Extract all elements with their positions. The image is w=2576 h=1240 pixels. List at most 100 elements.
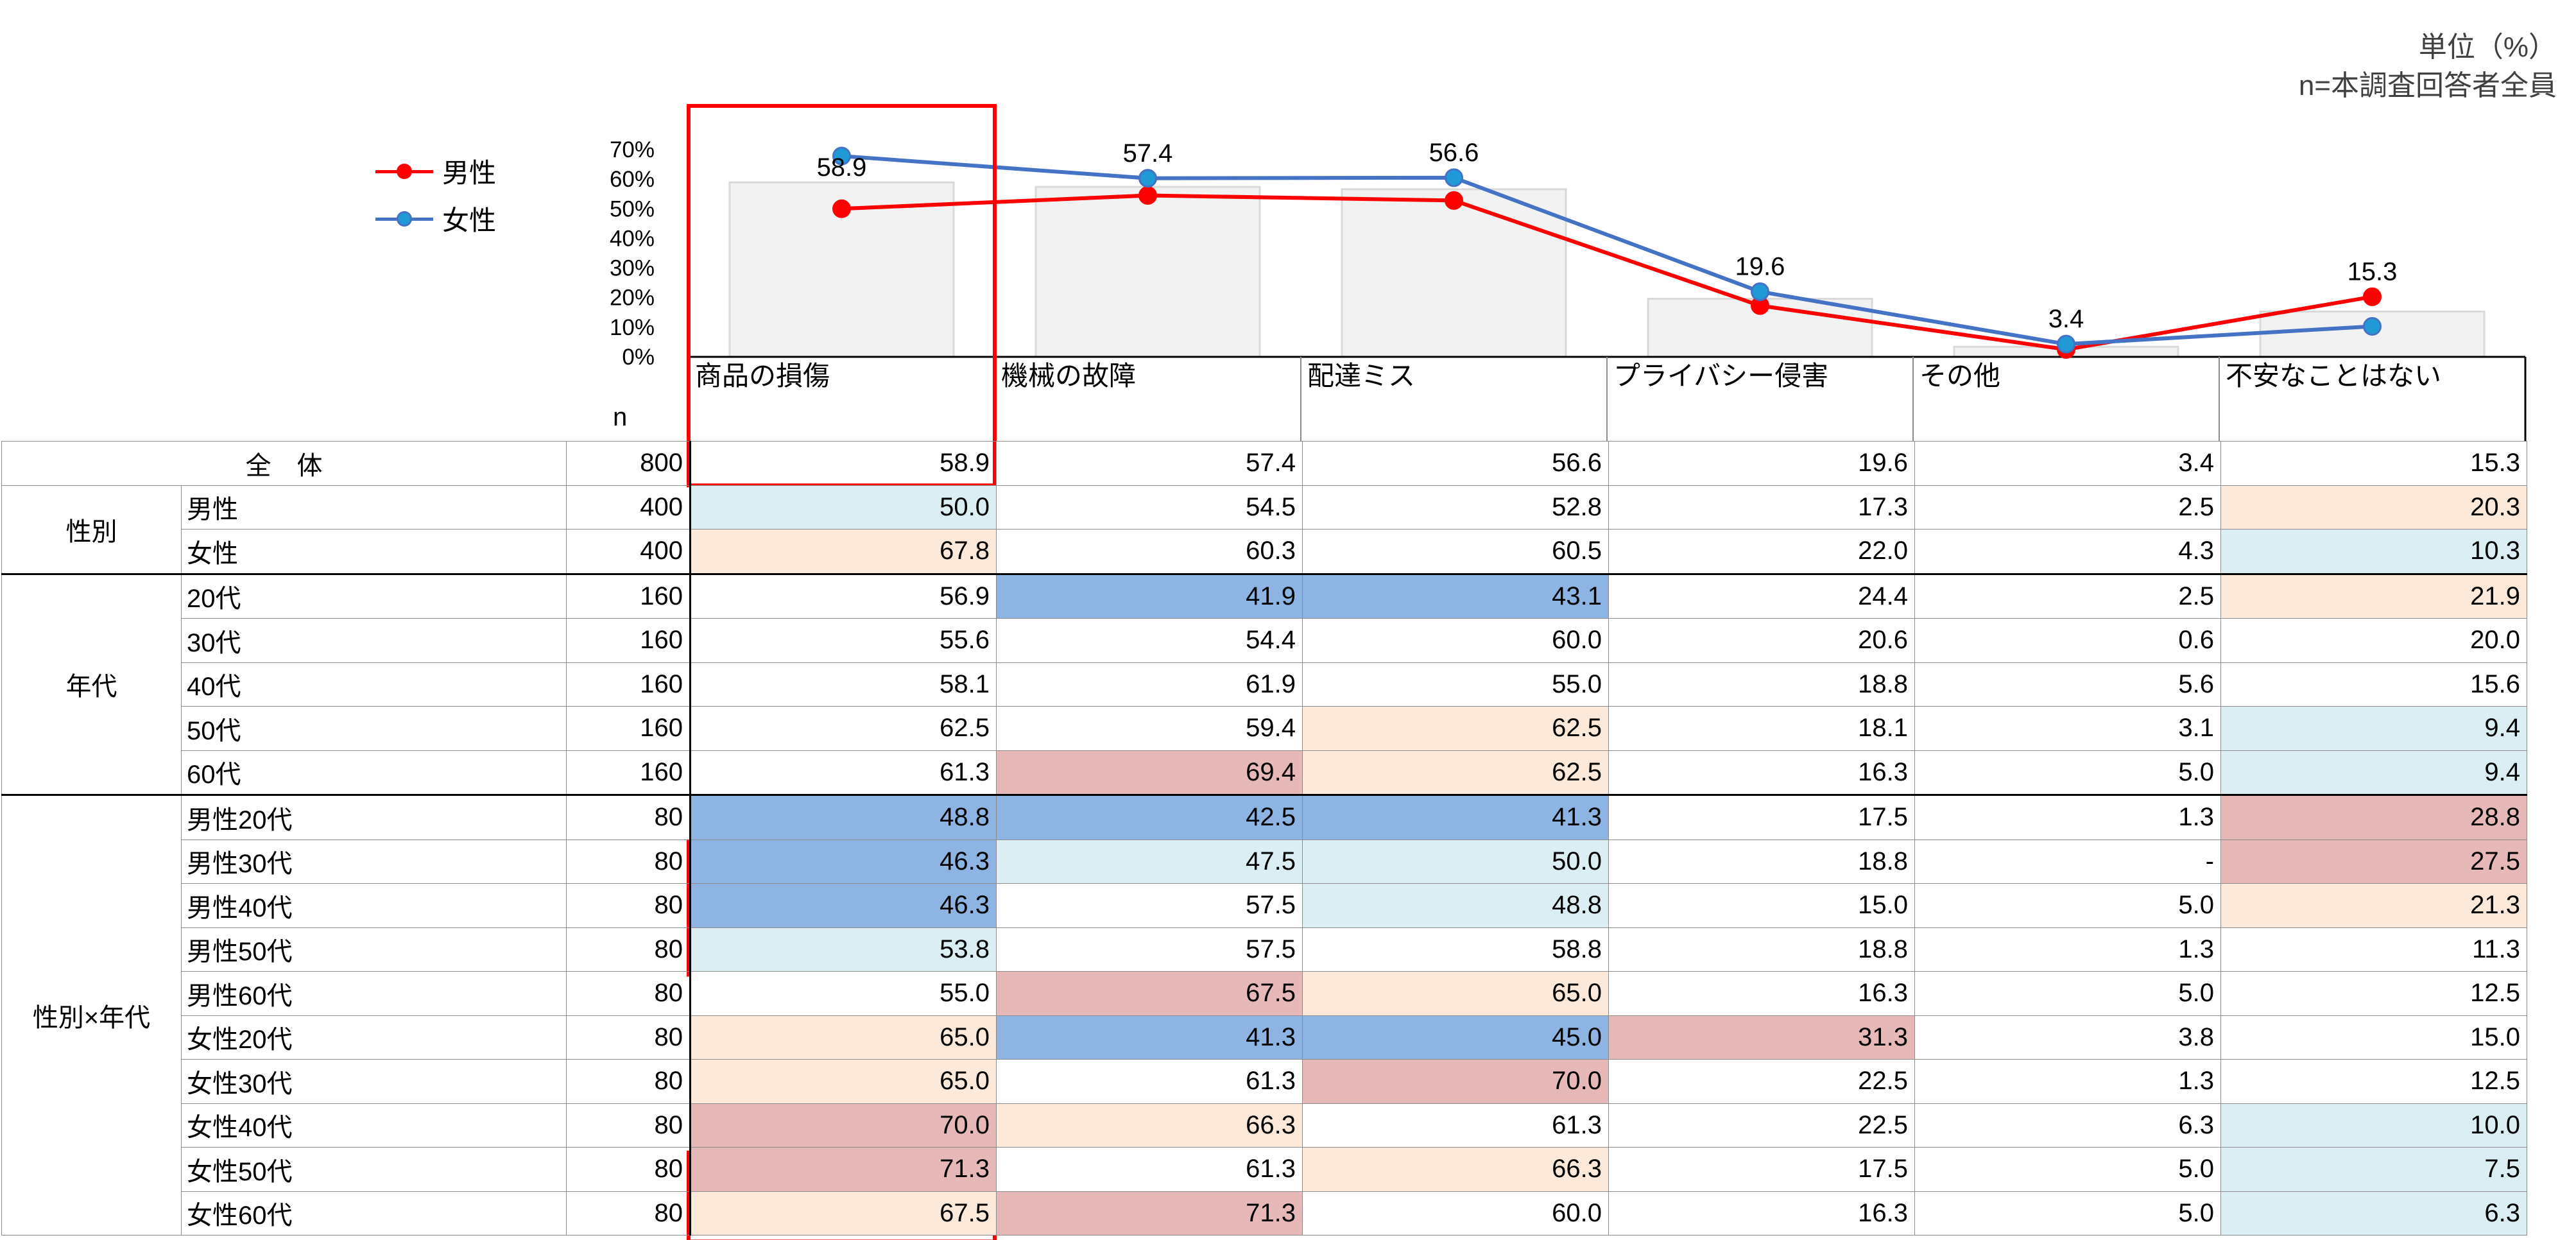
table-row: 性別 男性 400 50.0 54.5 52.8 17.3 2.5 20.3 xyxy=(1,485,2527,574)
female-point xyxy=(1138,169,1157,188)
value-cell: 60.0 xyxy=(1302,618,1609,663)
value-cell: 9.4 xyxy=(2220,706,2527,751)
value-cell: 12.5 xyxy=(2220,971,2527,1016)
n-cell: 160 xyxy=(566,618,691,663)
group-label: 年代 xyxy=(1,573,182,795)
value-cell: 5.0 xyxy=(1914,883,2221,928)
table-row: 女性 400 67.8 60.3 60.5 22.0 4.3 10.3 xyxy=(2,529,2527,574)
value-cell: 1.3 xyxy=(1914,794,2221,840)
value-cell: 56.9 xyxy=(690,573,997,619)
legend-label-female: 女性 xyxy=(442,205,497,236)
y-tick-label: 60% xyxy=(610,167,655,192)
value-cell: 5.0 xyxy=(1914,971,2221,1016)
group-label: 性別×年代 xyxy=(1,794,182,1236)
table-row: 50代 160 62.5 59.4 62.5 18.1 3.1 9.4 xyxy=(2,706,2527,751)
value-cell: 18.8 xyxy=(1608,839,1915,884)
row-label: 60代 xyxy=(181,750,567,795)
female-point xyxy=(2363,316,2382,336)
category-label: 配達ミス xyxy=(1307,361,1415,391)
value-cell: 65.0 xyxy=(1302,971,1609,1016)
value-cell: 71.3 xyxy=(996,1191,1303,1236)
row-label: 女性40代 xyxy=(181,1103,567,1148)
y-tick-label: 70% xyxy=(610,137,655,162)
table-row: 女性50代 80 71.3 61.3 66.3 17.5 5.0 7.5 xyxy=(2,1147,2527,1192)
male-line-swatch xyxy=(375,159,433,184)
male-point xyxy=(832,199,851,218)
male-point xyxy=(1445,191,1463,210)
female-line xyxy=(841,154,2373,347)
category-header: 商品の損傷 機械の故障 配達ミス プライバシー侵害 その他 不安なことはない xyxy=(688,356,2527,442)
value-cell: 5.0 xyxy=(1914,1191,2221,1236)
value-cell: 11.3 xyxy=(2220,927,2527,972)
data-label: 15.3 xyxy=(2348,257,2398,286)
row-label: 男性50代 xyxy=(181,927,567,972)
value-cell: 21.3 xyxy=(2220,883,2527,928)
value-cell: 15.6 xyxy=(2220,662,2527,707)
value-cell: 47.5 xyxy=(996,839,1303,884)
n-column-header: n xyxy=(613,403,628,431)
value-cell: 21.9 xyxy=(2220,573,2527,619)
value-cell: 62.5 xyxy=(1302,706,1609,751)
value-cell: 22.5 xyxy=(1608,1059,1915,1104)
value-cell: 60.5 xyxy=(1302,529,1609,574)
value-cell: 5.6 xyxy=(1914,662,2221,707)
value-cell: 17.3 xyxy=(1608,485,1915,530)
row-label: 女性 xyxy=(181,529,567,574)
value-cell: 48.8 xyxy=(1302,883,1609,928)
value-cell: 18.8 xyxy=(1608,662,1915,707)
value-cell: 5.0 xyxy=(1914,750,2221,795)
row-label: 男性60代 xyxy=(181,971,567,1016)
y-tick-label: 40% xyxy=(610,226,655,251)
value-cell: 2.5 xyxy=(1914,573,2221,619)
value-cell: 54.5 xyxy=(996,485,1303,530)
n-cell: 80 xyxy=(566,1147,691,1192)
n-cell: 80 xyxy=(566,1059,691,1104)
value-cell: 18.1 xyxy=(1608,706,1915,751)
value-cell: 2.5 xyxy=(1914,485,2221,530)
value-cell: 27.5 xyxy=(2220,839,2527,884)
category-label: 不安なことはない xyxy=(2226,361,2441,391)
value-cell: 24.4 xyxy=(1608,573,1915,619)
row-label: 女性20代 xyxy=(181,1015,567,1060)
bar-layer xyxy=(728,181,2486,358)
bar xyxy=(1035,185,1261,358)
data-label-layer: 58.9 57.4 56.6 19.6 3.4 15.3 xyxy=(817,139,2398,333)
table-row-total: 全 体 800 58.9 57.4 56.6 19.6 3.4 15.3 xyxy=(1,441,2527,486)
row-label: 20代 xyxy=(181,573,567,619)
bar xyxy=(1341,188,1567,358)
row-label: 女性60代 xyxy=(181,1191,567,1236)
value-cell: 16.3 xyxy=(1608,971,1915,1016)
row-label: 30代 xyxy=(181,618,567,663)
value-cell: 18.8 xyxy=(1608,927,1915,972)
value-cell: 17.5 xyxy=(1608,794,1915,840)
value-cell: 15.0 xyxy=(2220,1015,2527,1060)
y-tick-label: 0% xyxy=(622,345,655,370)
value-cell: 67.5 xyxy=(690,1191,997,1236)
category-label: プライバシー侵害 xyxy=(1613,361,1828,391)
y-tick-label: 20% xyxy=(610,286,655,311)
value-cell: 20.3 xyxy=(2220,485,2527,530)
value-cell: 57.5 xyxy=(996,883,1303,928)
row-label: 男性20代 xyxy=(181,794,567,840)
y-tick-label: 10% xyxy=(610,315,655,340)
value-cell: 1.3 xyxy=(1914,927,2221,972)
n-cell: 800 xyxy=(566,441,691,486)
value-cell: 16.3 xyxy=(1608,750,1915,795)
value-cell: - xyxy=(1914,839,2221,884)
value-cell: 61.3 xyxy=(996,1059,1303,1104)
value-cell: 7.5 xyxy=(2220,1147,2527,1192)
bar xyxy=(1647,298,1873,358)
value-cell: 52.8 xyxy=(1302,485,1609,530)
table-row: 30代 160 55.6 54.4 60.0 20.6 0.6 20.0 xyxy=(2,618,2527,663)
value-cell: 58.1 xyxy=(690,662,997,707)
value-cell: 28.8 xyxy=(2220,794,2527,840)
row-label: 女性30代 xyxy=(181,1059,567,1104)
data-label: 3.4 xyxy=(2048,305,2084,333)
value-cell: 15.0 xyxy=(1608,883,1915,928)
y-tick-label: 30% xyxy=(610,256,655,281)
female-point xyxy=(832,146,851,166)
n-cell: 80 xyxy=(566,1191,691,1236)
value-cell: 41.3 xyxy=(1302,794,1609,840)
table-row: 男性30代 80 46.3 47.5 50.0 18.8-27.5 xyxy=(2,839,2527,884)
value-cell: 67.8 xyxy=(690,529,997,574)
